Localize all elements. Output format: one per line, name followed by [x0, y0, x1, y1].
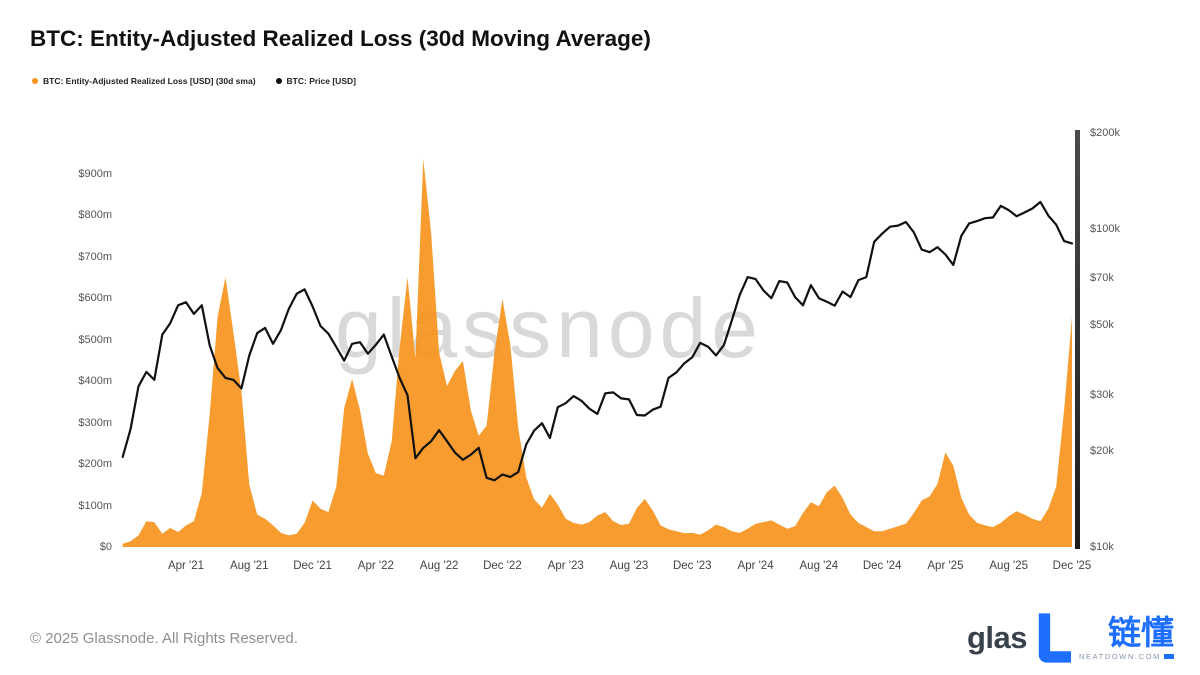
- y-axis-right-tick: $20k: [1090, 445, 1114, 458]
- legend-item-realized-loss[interactable]: BTC: Entity-Adjusted Realized Loss [USD]…: [32, 76, 256, 86]
- x-axis-tick: Dec '22: [483, 560, 522, 572]
- x-axis-tick: Dec '21: [293, 560, 332, 572]
- legend-label-price: BTC: Price [USD]: [286, 76, 356, 86]
- right-axis-bar: [1075, 130, 1080, 549]
- y-axis-right-tick: $200k: [1090, 127, 1120, 139]
- x-axis-tick: Apr '21: [167, 560, 205, 572]
- copyright-text: © 2025 Glassnode. All Rights Reserved.: [30, 630, 298, 647]
- footer-logos: glas 链懂 NEATDOWN.COM: [967, 613, 1174, 663]
- y-axis-left-tick: $700m: [78, 250, 112, 263]
- y-axis-left-tick: $900m: [78, 167, 112, 180]
- x-axis-tick: Aug '23: [609, 560, 649, 572]
- x-axis-tick: Apr '24: [737, 560, 774, 572]
- x-axis-tick: Dec '24: [862, 560, 902, 572]
- y-axis-left-tick: $400m: [78, 375, 112, 388]
- y-axis-left-tick: $500m: [78, 333, 112, 346]
- x-axis-tick: Aug '22: [419, 560, 459, 572]
- loss-legend-dot-icon: [32, 78, 38, 84]
- y-axis-left-tick: $600m: [78, 292, 112, 305]
- y-axis-left-tick: $300m: [78, 416, 112, 429]
- neatdown-domain-text: NEATDOWN.COM: [1079, 652, 1174, 661]
- y-axis-left-tick: $100m: [78, 499, 112, 512]
- page-title: BTC: Entity-Adjusted Realized Loss (30d …: [30, 26, 651, 51]
- y-axis-left-tick: $0: [99, 541, 112, 553]
- neatdown-domain-label: NEATDOWN.COM: [1079, 651, 1161, 661]
- y-axis-right-tick: $70k: [1090, 272, 1114, 285]
- y-axis-right-tick: $10k: [1090, 541, 1114, 553]
- y-axis-left-tick: $200m: [78, 458, 112, 470]
- chart-plot-area[interactable]: [120, 130, 1076, 548]
- y-axis-right-tick: $100k: [1090, 222, 1120, 235]
- y-axis-left-tick: $800m: [78, 209, 112, 222]
- x-axis-tick: Aug '25: [989, 560, 1029, 572]
- legend-item-price[interactable]: BTC: Price [USD]: [275, 76, 356, 86]
- x-axis-tick: Aug '24: [799, 560, 839, 572]
- chart-legend: BTC: Entity-Adjusted Realized Loss [USD]…: [32, 76, 356, 86]
- chart-svg: [121, 159, 1074, 547]
- price-line-series: [121, 200, 1074, 482]
- y-axis-right-tick: $30k: [1090, 389, 1114, 402]
- x-axis-tick: Dec '25: [1052, 560, 1092, 572]
- x-axis-tick: Apr '23: [547, 560, 584, 572]
- neatdown-accent-bar: [1164, 653, 1174, 659]
- y-axis-right-tick: $50k: [1090, 318, 1114, 331]
- x-axis-tick: Aug '21: [229, 560, 269, 572]
- x-axis-tick: Apr '25: [927, 560, 964, 572]
- x-axis-tick: Dec '23: [672, 560, 712, 572]
- glassnode-logo-text: glas: [966, 620, 1028, 655]
- loss-area-series: [122, 159, 1072, 547]
- x-axis-tick: Apr '22: [357, 560, 394, 572]
- neatdown-logo-block: 链懂 NEATDOWN.COM: [1079, 616, 1174, 661]
- legend-label-realized-loss: BTC: Entity-Adjusted Realized Loss [USD]…: [43, 76, 256, 86]
- neatdown-l-mark-icon: [1038, 613, 1072, 663]
- price-legend-dot-icon: [275, 78, 282, 84]
- neatdown-cn-logo-text: 链懂: [1108, 613, 1174, 651]
